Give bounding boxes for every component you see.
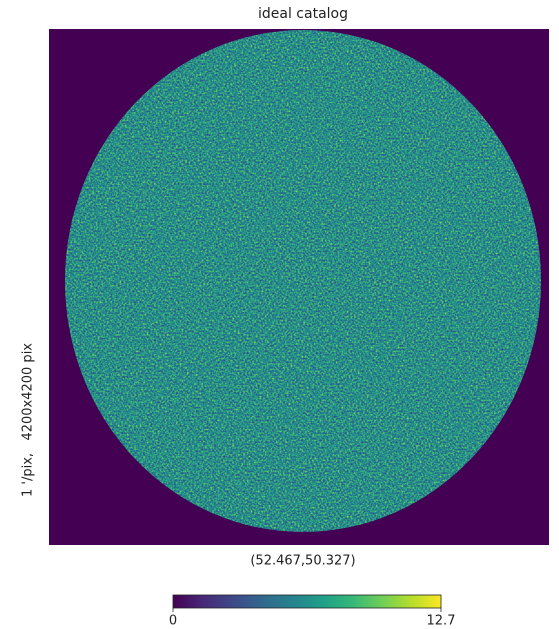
map-disk: [65, 30, 541, 532]
colorbar: [172, 594, 442, 609]
x-label: (52.467,50.327): [250, 554, 355, 569]
colorbar-tick-label: 12.7: [427, 614, 456, 629]
y-label: 1 '/pix, 4200x4200 pix: [21, 343, 36, 497]
chart-title: ideal catalog: [258, 6, 348, 22]
colorbar-tick-label: 0: [169, 614, 177, 629]
map-noise: [65, 30, 541, 532]
